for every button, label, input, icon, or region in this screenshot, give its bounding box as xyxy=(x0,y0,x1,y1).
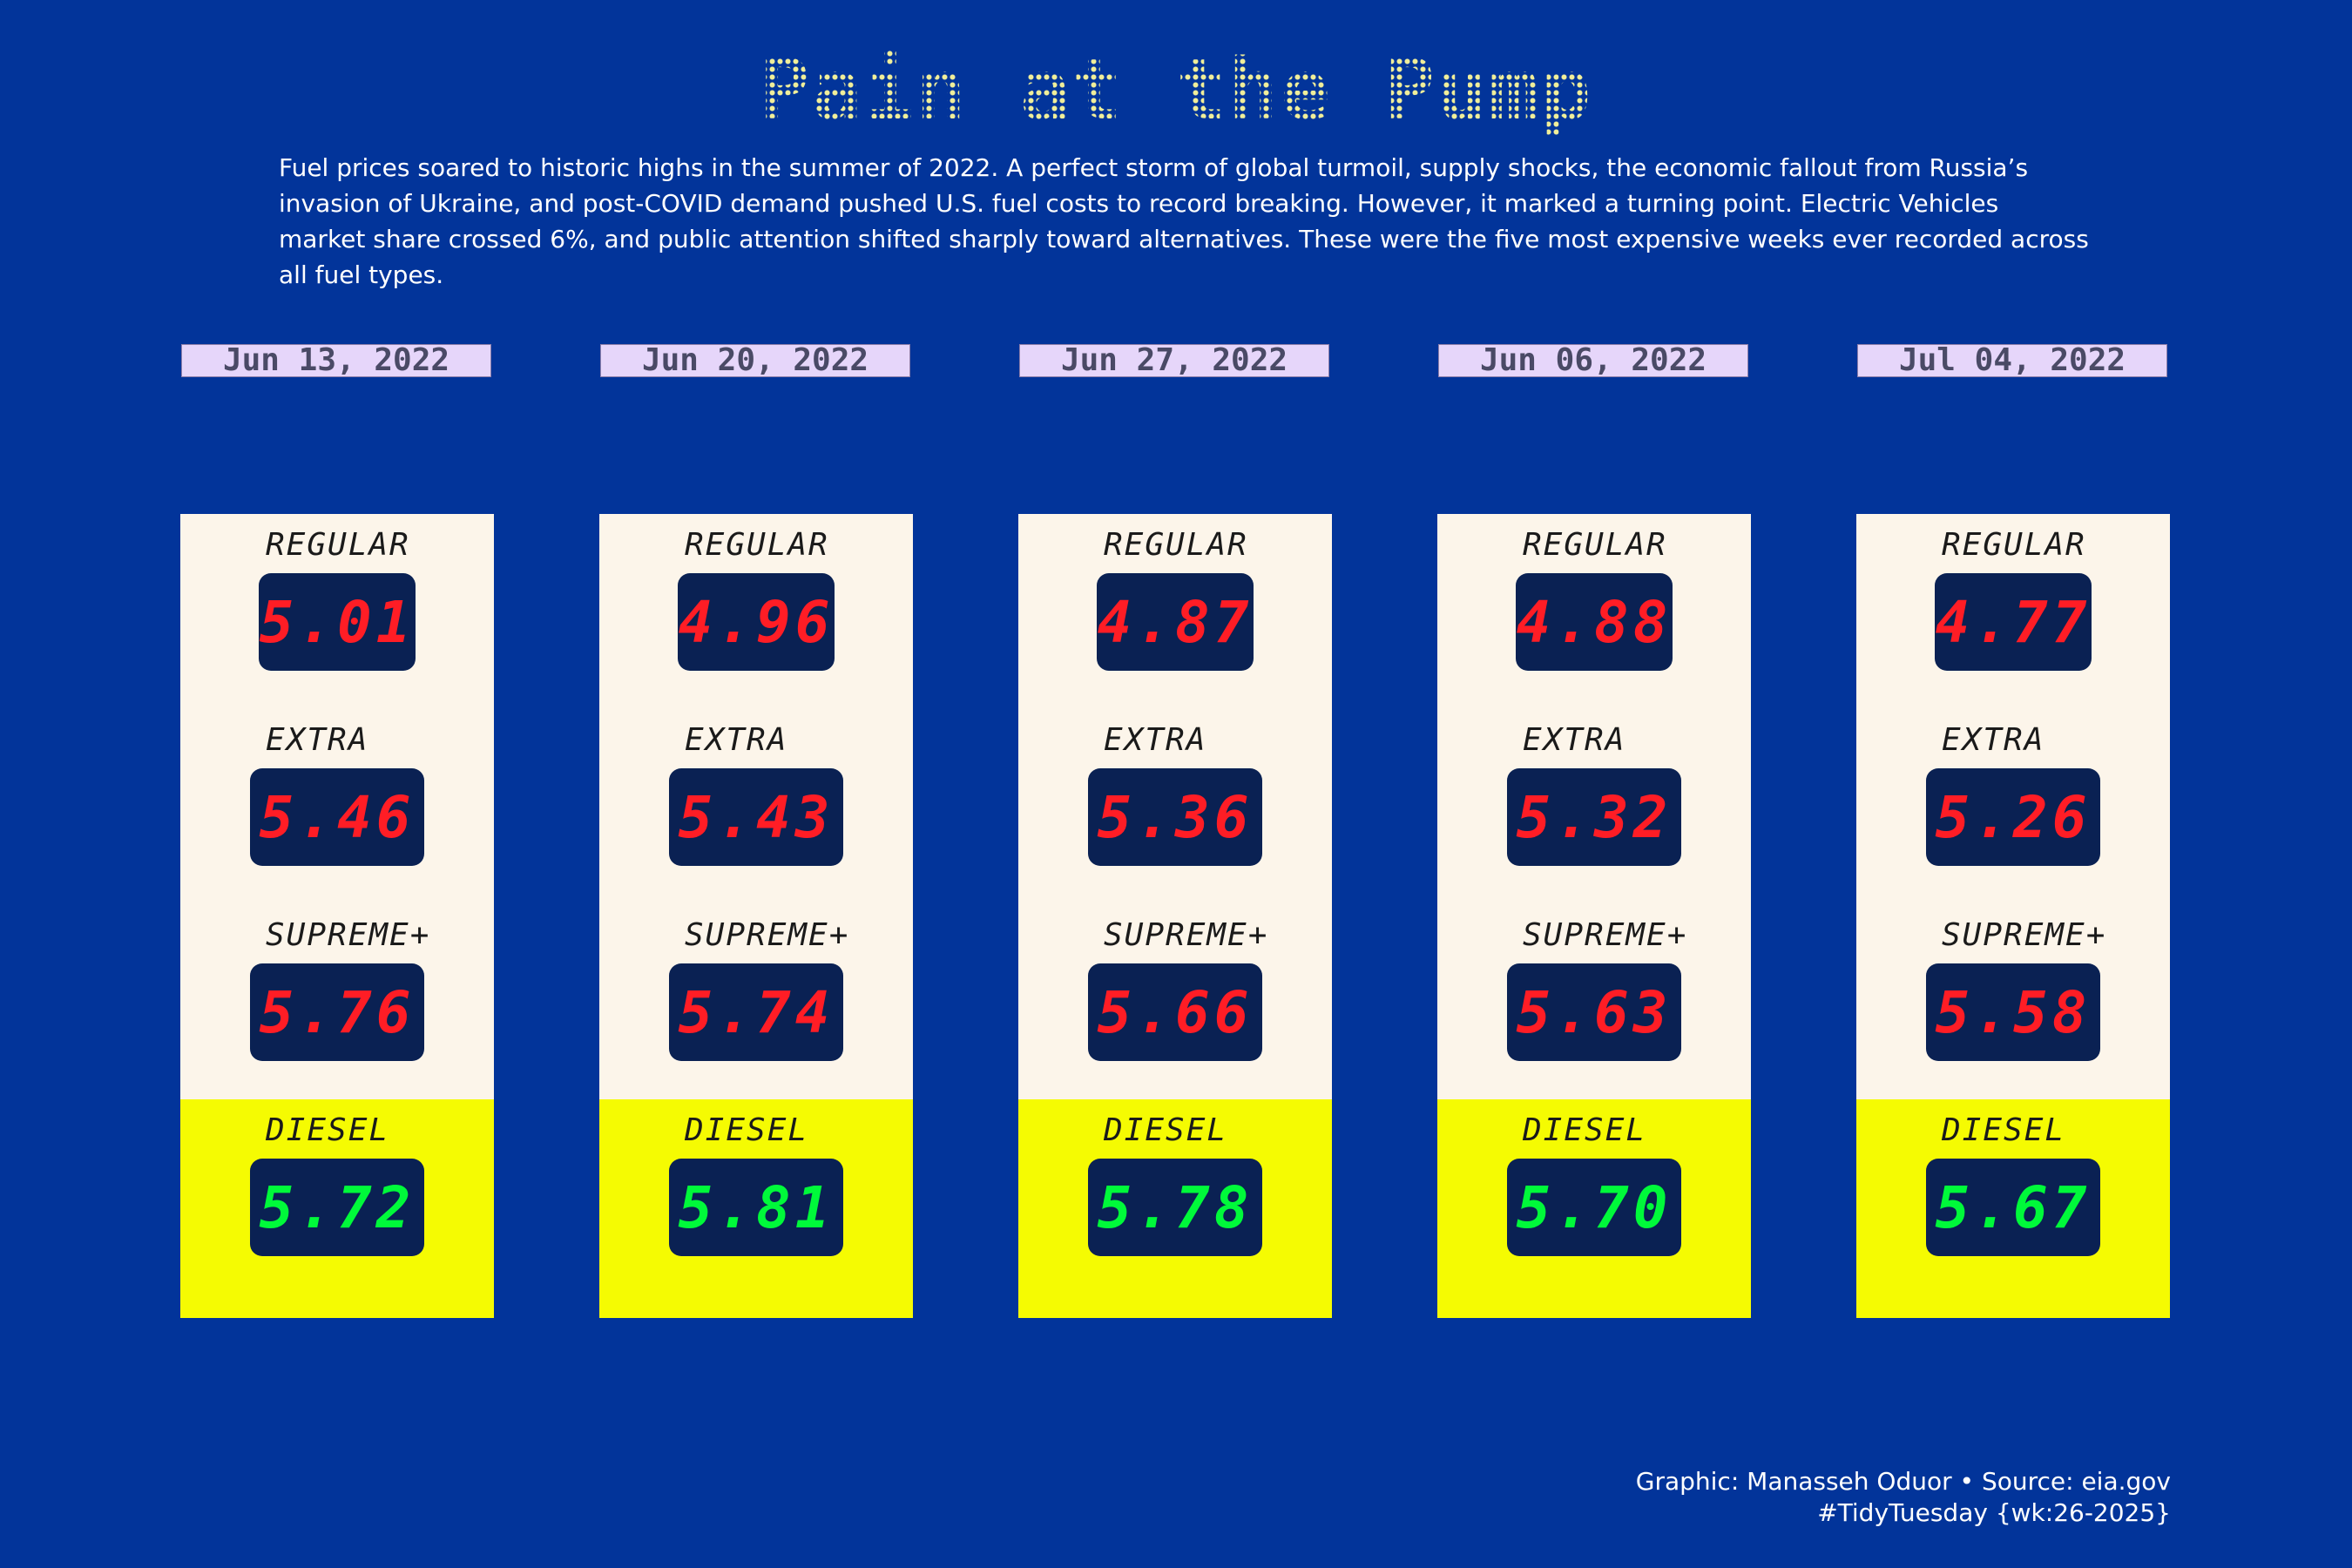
diesel-panel: DIESEL 5.81 xyxy=(599,1099,913,1318)
price-display: 5.36 xyxy=(1088,768,1262,866)
price-display: 5.32 xyxy=(1507,768,1681,866)
fuel-grade-label: EXTRA xyxy=(1104,722,1207,758)
date-label: Jun 06, 2022 xyxy=(1438,344,1748,377)
price-display: 5.66 xyxy=(1088,963,1262,1061)
price-value: 5.67 xyxy=(1935,1173,2092,1241)
price-value: 5.32 xyxy=(1516,783,1673,851)
diesel-panel: DIESEL 5.67 xyxy=(1856,1099,2170,1318)
price-value: 5.78 xyxy=(1097,1173,1254,1241)
price-display: 5.72 xyxy=(250,1159,424,1256)
price-display: 5.70 xyxy=(1507,1159,1681,1256)
regular-panel: REGULAR 4.96 xyxy=(599,514,913,709)
price-display: 4.88 xyxy=(1516,573,1673,671)
price-display: 5.78 xyxy=(1088,1159,1262,1256)
fuel-grade-label: REGULAR xyxy=(685,527,829,563)
supreme-panel: SUPREME+ 5.58 xyxy=(1856,904,2170,1099)
price-value: 5.76 xyxy=(259,978,416,1046)
week-card-jun-06-2022: REGULAR 4.88 EXTRA 5.32 SUPREME+ 5.63 DIESEL 5.… xyxy=(1437,514,1751,1318)
price-value: 5.74 xyxy=(678,978,835,1046)
fuel-grade-label: REGULAR xyxy=(266,527,410,563)
week-card-jul-04-2022: REGULAR 4.77 EXTRA 5.26 SUPREME+ 5.58 DIESEL 5.… xyxy=(1856,514,2170,1318)
supreme-panel: SUPREME+ 5.66 xyxy=(1018,904,1332,1099)
regular-panel: REGULAR 4.77 xyxy=(1856,514,2170,709)
price-value: 5.81 xyxy=(678,1173,835,1241)
supreme-panel: SUPREME+ 5.76 xyxy=(180,904,494,1099)
fuel-grade-label: EXTRA xyxy=(1942,722,2045,758)
diesel-panel: DIESEL 5.70 xyxy=(1437,1099,1751,1318)
diesel-panel: DIESEL 5.72 xyxy=(180,1099,494,1318)
price-value: 5.43 xyxy=(678,783,835,851)
date-label: Jun 20, 2022 xyxy=(600,344,910,377)
fuel-grade-label: SUPREME+ xyxy=(685,917,850,953)
price-value: 5.72 xyxy=(259,1173,416,1241)
price-value: 4.96 xyxy=(678,588,835,656)
extra-panel: EXTRA 5.36 xyxy=(1018,709,1332,904)
price-value: 5.36 xyxy=(1097,783,1254,851)
week-card-jun-13-2022: REGULAR 5.01 EXTRA 5.46 SUPREME+ 5.76 DIESEL 5.… xyxy=(180,514,494,1318)
fuel-grade-label: EXTRA xyxy=(1523,722,1626,758)
extra-panel: EXTRA 5.26 xyxy=(1856,709,2170,904)
fuel-grade-label: REGULAR xyxy=(1523,527,1667,563)
fuel-grade-label: REGULAR xyxy=(1104,527,1248,563)
price-value: 4.87 xyxy=(1097,588,1254,656)
price-display: 5.67 xyxy=(1926,1159,2100,1256)
fuel-grade-label: REGULAR xyxy=(1942,527,2086,563)
credit-line-source: Graphic: Manasseh Oduor • Source: eia.go… xyxy=(1635,1467,2171,1496)
price-display: 5.63 xyxy=(1507,963,1681,1061)
price-display: 5.26 xyxy=(1926,768,2100,866)
regular-panel: REGULAR 5.01 xyxy=(180,514,494,709)
fuel-grade-label: DIESEL xyxy=(1104,1112,1228,1148)
price-display: 5.76 xyxy=(250,963,424,1061)
supreme-panel: SUPREME+ 5.63 xyxy=(1437,904,1751,1099)
extra-panel: EXTRA 5.32 xyxy=(1437,709,1751,904)
chart-subtitle: Fuel prices soared to historic highs in … xyxy=(279,153,2089,289)
fuel-grade-label: SUPREME+ xyxy=(1104,917,1269,953)
fuel-grade-label: SUPREME+ xyxy=(1942,917,2107,953)
credit: Graphic: Manasseh Oduor • Source: eia.go… xyxy=(1636,1466,2171,1529)
price-display: 4.87 xyxy=(1097,573,1254,671)
price-value: 5.46 xyxy=(259,783,416,851)
fuel-grade-label: EXTRA xyxy=(266,722,369,758)
week-card-jun-20-2022: REGULAR 4.96 EXTRA 5.43 SUPREME+ 5.74 DIESEL 5.… xyxy=(599,514,913,1318)
price-value: 5.58 xyxy=(1935,978,2092,1046)
fuel-grade-label: DIESEL xyxy=(1942,1112,2066,1148)
price-display: 5.01 xyxy=(259,573,416,671)
diesel-panel: DIESEL 5.78 xyxy=(1018,1099,1332,1318)
date-label: Jun 13, 2022 xyxy=(181,344,491,377)
date-label: Jul 04, 2022 xyxy=(1857,344,2167,377)
fuel-grade-label: SUPREME+ xyxy=(1523,917,1688,953)
credit-line-tidytuesday: #TidyTuesday {wk:26-2025} xyxy=(1817,1498,2171,1527)
price-display: 5.43 xyxy=(669,768,843,866)
week-card-jun-27-2022: REGULAR 4.87 EXTRA 5.36 SUPREME+ 5.66 DIESEL 5.… xyxy=(1018,514,1332,1318)
price-value: 5.63 xyxy=(1516,978,1673,1046)
price-display: 4.77 xyxy=(1935,573,2092,671)
extra-panel: EXTRA 5.43 xyxy=(599,709,913,904)
fuel-grade-label: EXTRA xyxy=(685,722,788,758)
fuel-grade-label: DIESEL xyxy=(266,1112,390,1148)
price-value: 5.26 xyxy=(1935,783,2092,851)
regular-panel: REGULAR 4.88 xyxy=(1437,514,1751,709)
price-display: 5.81 xyxy=(669,1159,843,1256)
price-value: 5.66 xyxy=(1097,978,1254,1046)
price-value: 4.77 xyxy=(1935,588,2092,656)
fuel-grade-label: SUPREME+ xyxy=(266,917,431,953)
fuel-grade-label: DIESEL xyxy=(685,1112,809,1148)
regular-panel: REGULAR 4.87 xyxy=(1018,514,1332,709)
price-display: 5.46 xyxy=(250,768,424,866)
chart-title: Pain at the Pump xyxy=(0,42,2352,138)
price-display: 4.96 xyxy=(678,573,835,671)
price-display: 5.74 xyxy=(669,963,843,1061)
supreme-panel: SUPREME+ 5.74 xyxy=(599,904,913,1099)
price-value: 4.88 xyxy=(1516,588,1673,656)
fuel-grade-label: DIESEL xyxy=(1523,1112,1647,1148)
price-display: 5.58 xyxy=(1926,963,2100,1061)
date-label: Jun 27, 2022 xyxy=(1019,344,1329,377)
price-value: 5.70 xyxy=(1516,1173,1673,1241)
price-value: 5.01 xyxy=(259,588,416,656)
extra-panel: EXTRA 5.46 xyxy=(180,709,494,904)
